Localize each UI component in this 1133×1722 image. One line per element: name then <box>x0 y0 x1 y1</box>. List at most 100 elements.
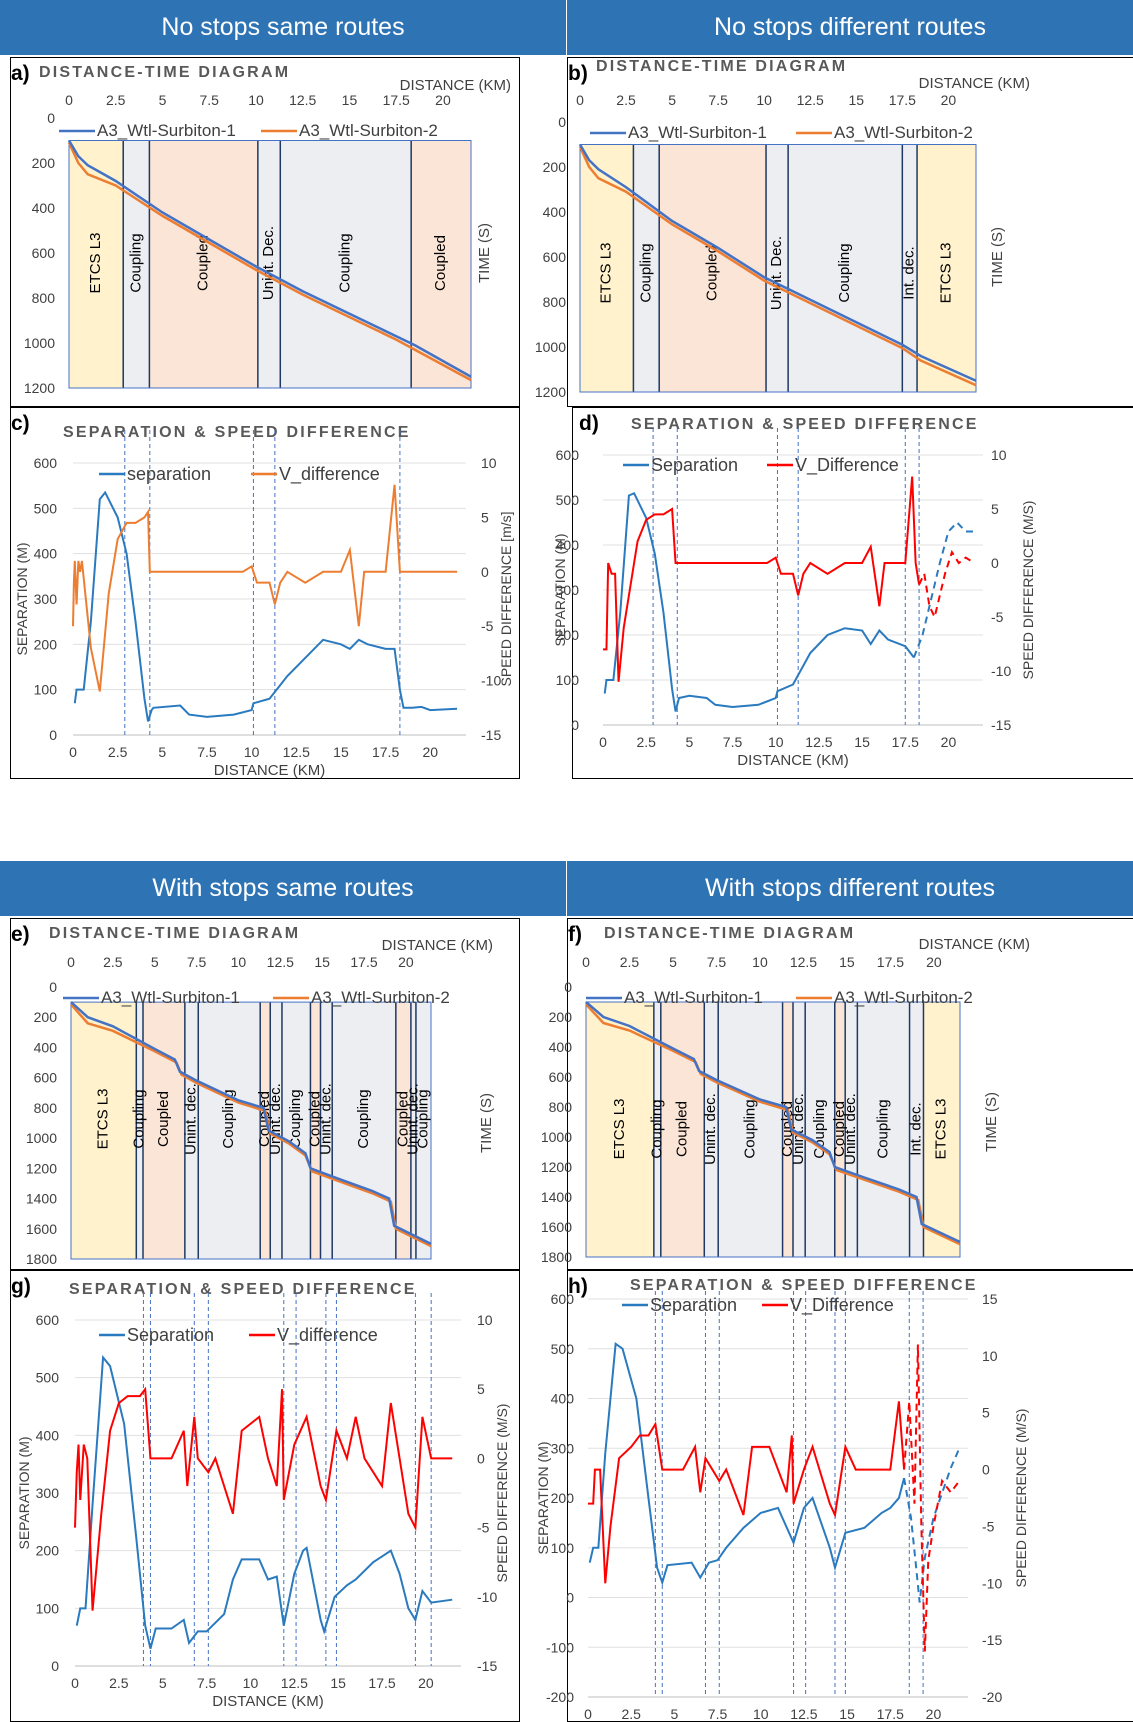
x-tick-label: 5 <box>158 744 166 760</box>
region-coupling <box>793 1002 806 1257</box>
region-coupled <box>395 1002 411 1259</box>
region-coupling <box>704 1002 719 1257</box>
x-tick-label: 12.5 <box>790 954 817 970</box>
y-tick-label: 600 <box>32 245 56 261</box>
y2-tick-label: 0 <box>477 1450 485 1466</box>
x-tick-label: 12.5 <box>790 1706 817 1722</box>
y-tick-label: 1400 <box>26 1191 57 1207</box>
x-tick-label: 17.5 <box>877 1706 904 1722</box>
region-etcs <box>586 1002 654 1257</box>
region-label: Unint. dec. <box>790 1093 807 1165</box>
region-coupled <box>260 1002 271 1259</box>
y-tick-label: -100 <box>546 1639 574 1655</box>
region-coupling <box>320 1002 333 1259</box>
region-label: Coupling <box>414 1089 431 1148</box>
panel-label-h: h) <box>568 1275 588 1298</box>
y2-axis-label: SPEED DIFFERENCE (M/S) <box>494 1404 510 1583</box>
x-tick-label: 7.5 <box>199 92 219 108</box>
y2-tick-label: 15 <box>982 1291 998 1307</box>
series-line-2 <box>67 142 472 382</box>
region-label: Coupled <box>674 1101 691 1157</box>
panel-title-d: SEPARATION & SPEED DIFFERENCE <box>631 416 979 433</box>
x-tick-label: 0 <box>71 1675 79 1691</box>
region-label: Coupling <box>648 1099 665 1158</box>
panel-label-g: g) <box>11 1275 31 1298</box>
y-axis-label: TIME (S) <box>983 1092 1000 1152</box>
x-tick-label: 5 <box>151 954 159 970</box>
legend-label: V_difference <box>279 464 380 485</box>
x-tick-label: 12.5 <box>283 744 310 760</box>
region-label: ETCS L3 <box>933 1099 950 1160</box>
quadrant-no-stops-same-routes: No stops same routes a) DISTANCE-TIME DI… <box>0 0 566 861</box>
x-tick-label: 15 <box>333 744 349 760</box>
region-label: Unint. Dec. <box>768 236 785 310</box>
series-line-separation <box>75 1354 453 1649</box>
region-label: Coupling <box>355 1089 372 1148</box>
y-tick-label: 800 <box>543 294 567 310</box>
region-label: ETCS L3 <box>95 1089 112 1150</box>
x-tick-label: 17.5 <box>889 92 916 108</box>
x-tick-label: 20 <box>941 734 957 750</box>
y-tick-label: 200 <box>34 1009 58 1025</box>
panel-title-e: DISTANCE-TIME DIAGRAM <box>49 925 301 942</box>
y-tick-label: 400 <box>34 546 58 562</box>
y-tick-label: 600 <box>551 1291 575 1307</box>
region-label: Unint. dec. <box>267 1083 284 1155</box>
series-line-1 <box>70 1001 432 1246</box>
x-tick-label: 2.5 <box>621 1706 641 1722</box>
y-tick-label: 1000 <box>26 1130 57 1146</box>
y-tick-label: 200 <box>549 1009 573 1025</box>
legend-label: A3_Wtl-Surbiton-1 <box>624 988 763 1007</box>
x-tick-label: 2.5 <box>636 734 656 750</box>
x-tick-label: 2.5 <box>108 744 128 760</box>
panel-label-e: e) <box>11 923 30 946</box>
y2-tick-label: -15 <box>477 1658 497 1674</box>
y-tick-label: 500 <box>551 1341 575 1357</box>
regions-frame <box>70 1001 432 1260</box>
y-tick-label: 100 <box>34 682 58 698</box>
y-tick-label: 1400 <box>541 1189 572 1205</box>
region-label: Coupled <box>704 245 721 301</box>
panel-a-distance-time: a) DISTANCE-TIME DIAGRAM ETCS L3 Coupling… <box>10 57 520 407</box>
region-coupling <box>857 1002 910 1257</box>
legend-label: Separation <box>650 1295 737 1315</box>
series-line-1 <box>585 1001 961 1244</box>
y-tick-label: 300 <box>556 582 580 598</box>
legend-label: V_Difference <box>790 1295 894 1316</box>
x-tick-label: 20 <box>435 92 451 108</box>
y-tick-label: 0 <box>49 979 57 995</box>
series-line-separation <box>588 1341 906 1586</box>
y2-tick-label: -10 <box>477 1589 497 1605</box>
quadrant-no-stops-different-routes: No stops different routes b) DISTANCE-TI… <box>535 0 1133 861</box>
region-label: Coupled <box>155 1091 172 1147</box>
y2-tick-label: 5 <box>481 509 489 525</box>
chart-c: 0 100 200 300 400 500 600 10 5 0 -5 -10 -15 0 2.5 5 7.5 1… <box>14 430 514 779</box>
y2-tick-label: -15 <box>481 727 501 743</box>
x-tick-label: 5 <box>669 954 677 970</box>
region-coupling <box>257 140 281 388</box>
x-tick-label: 15 <box>330 1675 346 1691</box>
y-tick-label: 0 <box>49 727 57 743</box>
y-tick-label: 400 <box>549 1039 573 1055</box>
region-label: Coupling <box>836 243 853 302</box>
chart-e: ETCS L3 Coupling Coupled Unint. dec. Couplin… <box>26 937 495 1267</box>
region-coupling <box>184 1002 199 1259</box>
x-tick-label: 0 <box>599 734 607 750</box>
panel-c-separation: c) SEPARATION & SPEED DIFFERENCE 0 100 200… <box>10 407 520 779</box>
x-tick-label: 20 <box>941 92 957 108</box>
x-axis-label: DISTANCE (KM) <box>737 752 848 769</box>
x-tick-label: 7.5 <box>708 92 728 108</box>
x-tick-label: 2.5 <box>106 92 126 108</box>
y-tick-label: 1200 <box>541 1159 572 1175</box>
region-coupled <box>310 1002 321 1259</box>
y2-tick-label: 5 <box>991 501 999 517</box>
y-tick-label: 200 <box>543 159 567 175</box>
y-tick-label: 100 <box>556 672 580 688</box>
chart-f: ETCS L3 Coupling Coupled Unint. dec. Couplin… <box>541 936 1030 1265</box>
series-line-v-difference <box>603 476 921 682</box>
legend-label: separation <box>127 464 211 484</box>
region-coupling <box>805 1002 835 1257</box>
region-label: Coupling <box>287 1089 304 1148</box>
region-label: Coupled <box>831 1101 848 1157</box>
region-label: ETCS L3 <box>611 1099 628 1160</box>
